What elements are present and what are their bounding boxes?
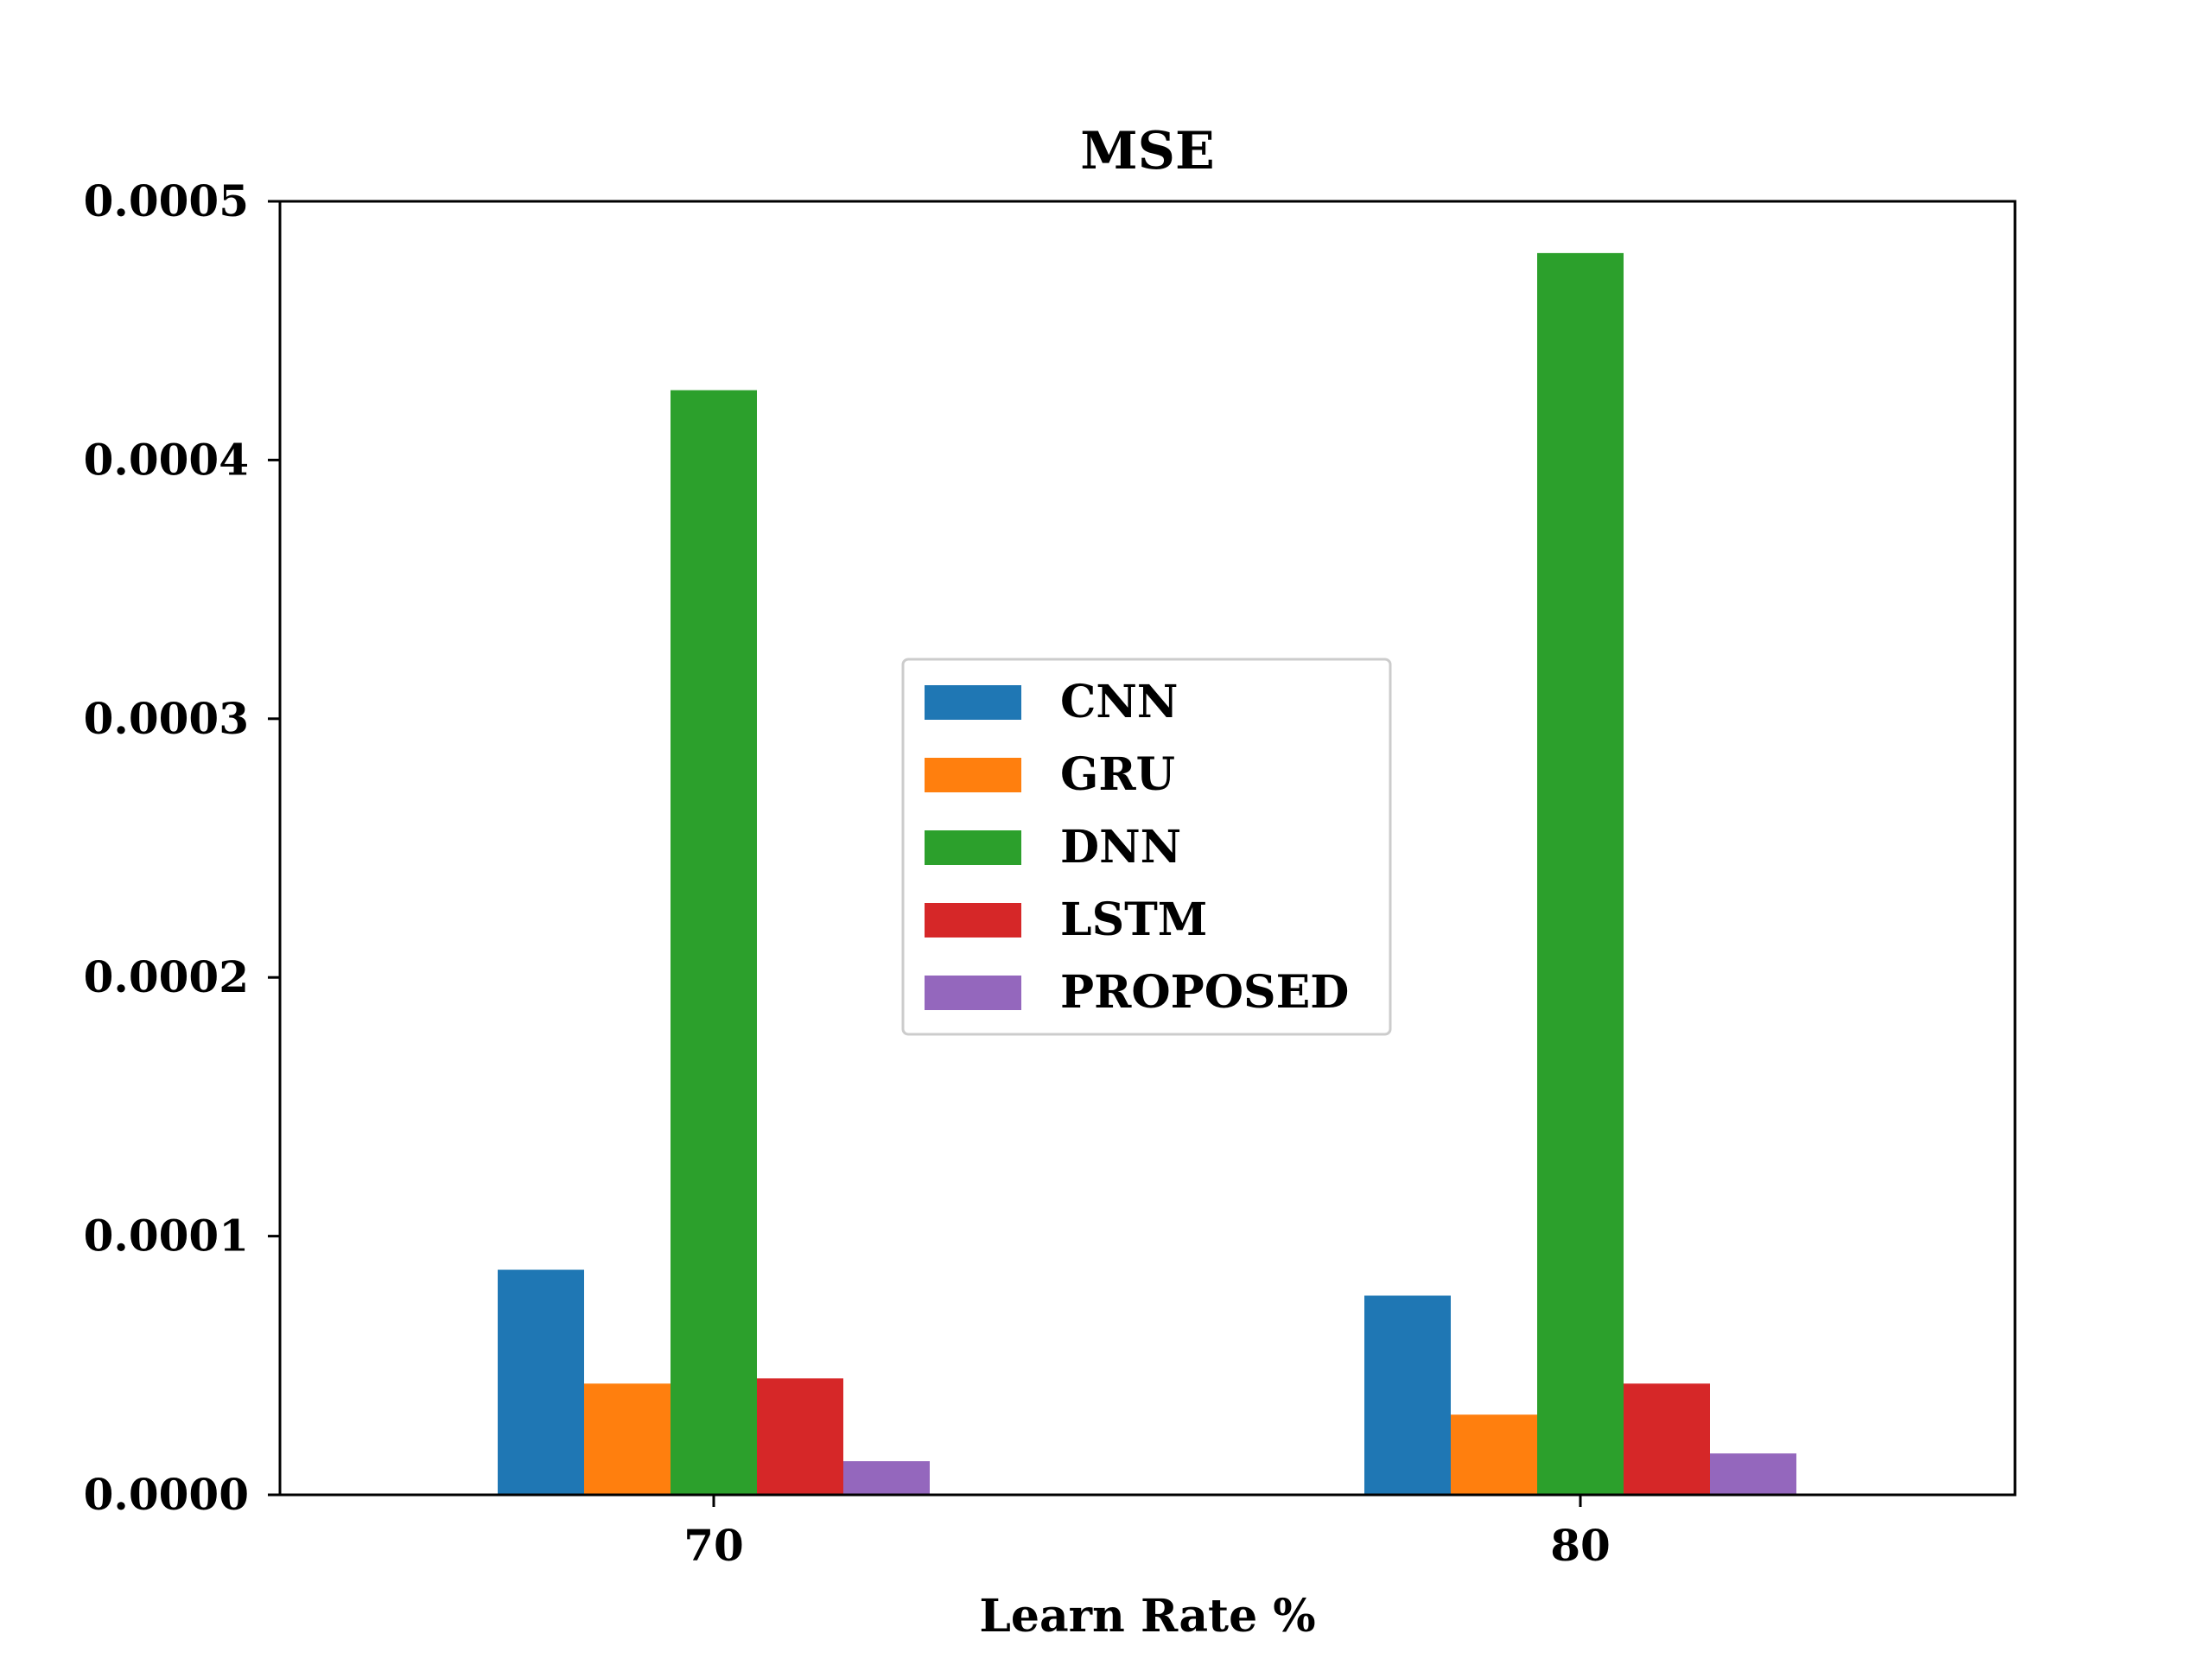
- legend: CNN GRU DNN LSTM PROPOSED: [901, 658, 1392, 1036]
- bars-group: [498, 252, 1796, 1495]
- y-tick-label: 0.0003: [84, 693, 249, 744]
- legend-swatch-cnn: [925, 685, 1021, 720]
- x-axis: 70 80: [683, 1495, 1611, 1571]
- legend-label-cnn: CNN: [1060, 676, 1178, 728]
- x-tick-label: 70: [683, 1520, 744, 1571]
- bar-lstm-80: [1624, 1383, 1710, 1495]
- bar-cnn-70: [498, 1269, 584, 1495]
- legend-frame: [901, 658, 1392, 1036]
- plot-area-frame: [278, 200, 2017, 1497]
- legend-swatch-gru: [925, 758, 1021, 792]
- bar-dnn-70: [671, 390, 757, 1495]
- bar-proposed-80: [1710, 1453, 1796, 1495]
- y-axis: 0.0000 0.0001 0.0002 0.0003 0.0004 0.0005: [84, 175, 280, 1520]
- legend-swatch-lstm: [925, 903, 1021, 938]
- legend-swatch-dnn: [925, 830, 1021, 865]
- x-axis-label: Learn Rate %: [979, 1590, 1315, 1643]
- legend-label-lstm: LSTM: [1060, 893, 1207, 946]
- bar-gru-70: [584, 1383, 671, 1495]
- y-tick-label: 0.0000: [84, 1469, 249, 1520]
- x-tick-label: 80: [1550, 1520, 1611, 1571]
- bar-gru-80: [1451, 1414, 1537, 1495]
- y-tick-label: 0.0002: [84, 951, 249, 1002]
- legend-label-dnn: DNN: [1060, 821, 1181, 874]
- bar-lstm-70: [757, 1378, 843, 1495]
- y-tick-label: 0.0001: [84, 1211, 249, 1262]
- legend-swatch-proposed: [925, 976, 1021, 1010]
- bar-proposed-70: [843, 1461, 930, 1495]
- bar-cnn-80: [1364, 1295, 1451, 1495]
- chart-title: MSE: [1080, 121, 1214, 181]
- legend-label-gru: GRU: [1060, 748, 1175, 801]
- legend-label-proposed: PROPOSED: [1060, 966, 1349, 1019]
- bar-dnn-80: [1537, 252, 1624, 1495]
- y-tick-label: 0.0004: [84, 434, 249, 485]
- y-tick-label: 0.0005: [84, 175, 249, 226]
